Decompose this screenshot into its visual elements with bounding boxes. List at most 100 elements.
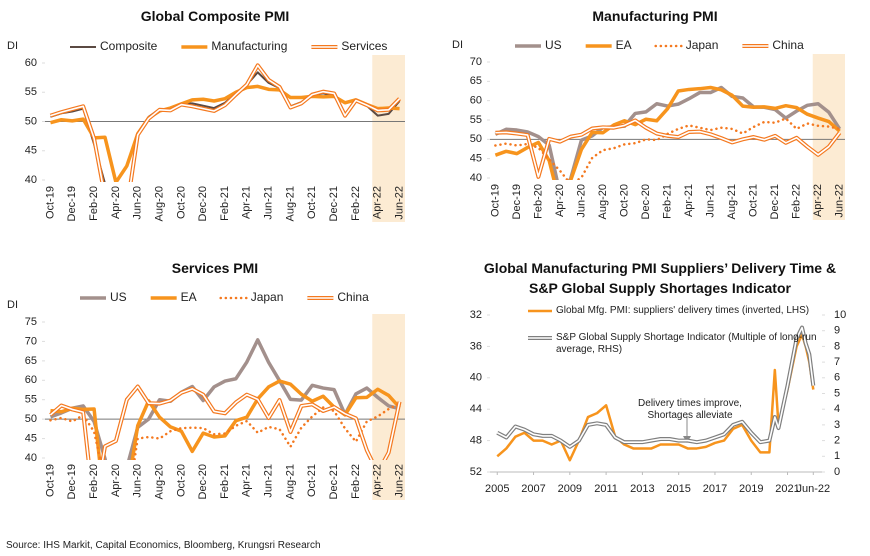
x-tick-label: Oct-20 xyxy=(175,186,187,219)
line xyxy=(49,338,400,460)
x-tick-label: Apr-22 xyxy=(812,184,824,217)
x-tick-label: Feb-21 xyxy=(661,184,673,219)
y-tick-label: 44 xyxy=(470,403,482,415)
x-tick-label: Aug-20 xyxy=(597,184,609,219)
line-inner xyxy=(49,385,401,460)
y2-tick-label: 10 xyxy=(834,309,846,321)
y-axis-label: DI xyxy=(452,39,463,51)
y-tick-label: 40 xyxy=(470,172,482,184)
y-tick-label: 48 xyxy=(470,435,482,447)
x-tick-label: Feb-22 xyxy=(790,184,802,219)
x-tick-label: Dec-21 xyxy=(328,186,340,221)
x-tick-label: Apr-21 xyxy=(683,184,695,217)
chart-title: Services PMI xyxy=(171,260,259,276)
y-tick-label: 50 xyxy=(470,133,482,145)
highlight-region xyxy=(812,54,845,220)
x-tick-label: Apr-21 xyxy=(241,186,253,219)
x-tick-label: Jun-20 xyxy=(132,464,144,498)
legend-label: China xyxy=(337,290,369,304)
x-tick-label: Aug-21 xyxy=(284,464,296,499)
x-tick-label: Apr-20 xyxy=(554,184,566,217)
y-tick-label: 55 xyxy=(470,114,482,126)
line xyxy=(494,85,841,180)
legend-label: Services xyxy=(341,39,387,53)
y-tick-label: 65 xyxy=(470,75,482,87)
line-inner xyxy=(50,64,401,182)
x-tick-label: Dec-19 xyxy=(66,464,78,499)
y2-tick-label: 6 xyxy=(834,372,840,384)
x-tick-label: Oct-21 xyxy=(306,186,318,219)
x-tick-label: Oct-19 xyxy=(489,184,501,217)
x-tick-label: Jun-22 xyxy=(796,483,830,495)
y-tick-label: 70 xyxy=(25,335,37,347)
y2-tick-label: 0 xyxy=(834,466,840,478)
source: Source: IHS Markit, Capital Economics, B… xyxy=(6,540,321,551)
y-tick-label: 60 xyxy=(470,95,482,107)
legend-label: Japan xyxy=(251,290,284,304)
x-tick-label: Feb-20 xyxy=(532,184,544,219)
x-tick-label: Jun-22 xyxy=(393,186,405,220)
y2-tick-label: 5 xyxy=(834,387,840,399)
legend-label: China xyxy=(772,38,804,52)
chart-title: Global Composite PMI xyxy=(140,8,290,24)
legend-label: S&P Global Supply Shortage Indicator (Mu… xyxy=(556,332,817,355)
y-tick-label: 60 xyxy=(25,57,37,69)
x-tick-label: Dec-19 xyxy=(511,184,523,219)
x-tick-label: Apr-20 xyxy=(110,186,122,219)
y-tick-label: 36 xyxy=(470,340,482,352)
x-tick-label: 2017 xyxy=(703,483,727,495)
line xyxy=(496,333,815,462)
legend-label: Global Mfg. PMI: suppliers' delivery tim… xyxy=(556,305,810,316)
x-tick-label: Dec-20 xyxy=(197,464,209,499)
x-tick-label: Jun-22 xyxy=(834,184,846,218)
x-tick-label: Aug-21 xyxy=(726,184,738,219)
x-tick-label: Feb-20 xyxy=(88,186,100,221)
y2-tick-label: 2 xyxy=(834,435,840,447)
x-tick-label: Apr-22 xyxy=(372,464,384,497)
legend-label: US xyxy=(110,290,127,304)
x-tick-label: Oct-21 xyxy=(306,464,318,497)
legend-label: Manufacturing xyxy=(211,39,287,53)
x-tick-label: Jun-20 xyxy=(132,186,144,220)
x-tick-label: Aug-20 xyxy=(153,186,165,221)
y-tick-label: 40 xyxy=(25,452,37,464)
legend-label: US xyxy=(545,38,562,52)
x-tick-label: 2009 xyxy=(558,483,582,495)
x-tick-label: Oct-20 xyxy=(175,464,187,497)
x-tick-label: 2015 xyxy=(666,483,690,495)
x-tick-label: 2021 xyxy=(775,483,799,495)
annotation: Delivery times improve, Shortages allevi… xyxy=(610,398,770,422)
y2-tick-label: 9 xyxy=(834,325,840,337)
chart-title: Manufacturing PMI xyxy=(592,8,718,24)
y-tick-label: 50 xyxy=(25,413,37,425)
x-tick-label: Jun-22 xyxy=(393,464,405,498)
x-tick-label: Dec-20 xyxy=(197,186,209,221)
x-tick-label: 2013 xyxy=(630,483,654,495)
y2-tick-label: 1 xyxy=(834,450,840,462)
x-tick-label: Dec-21 xyxy=(328,464,340,499)
y-tick-label: 60 xyxy=(25,374,37,386)
x-tick-label: Oct-21 xyxy=(747,184,759,217)
y-tick-label: 45 xyxy=(470,153,482,165)
y2-tick-label: 7 xyxy=(834,356,840,368)
x-tick-label: Apr-22 xyxy=(372,186,384,219)
x-tick-label: 2007 xyxy=(521,483,545,495)
y-tick-label: 45 xyxy=(25,145,37,157)
y-axis-label: DI xyxy=(7,40,18,52)
line xyxy=(49,402,401,460)
y-tick-label: 75 xyxy=(25,316,37,328)
line-inner xyxy=(495,119,841,178)
chart-title: Global Manufacturing PMI Suppliers’ Deli… xyxy=(483,260,837,296)
y-tick-label: 55 xyxy=(25,86,37,98)
x-tick-label: Dec-19 xyxy=(66,186,78,221)
x-tick-label: Aug-20 xyxy=(153,464,165,499)
y2-tick-label: 3 xyxy=(834,419,840,431)
y-tick-label: 45 xyxy=(25,432,37,444)
x-tick-label: Dec-21 xyxy=(769,184,781,219)
x-tick-label: Apr-20 xyxy=(110,464,122,497)
y2-tick-label: 4 xyxy=(834,403,840,415)
x-tick-label: Jun-20 xyxy=(575,184,587,218)
legend-label: Composite xyxy=(100,39,158,53)
x-tick-label: Dec-20 xyxy=(640,184,652,219)
